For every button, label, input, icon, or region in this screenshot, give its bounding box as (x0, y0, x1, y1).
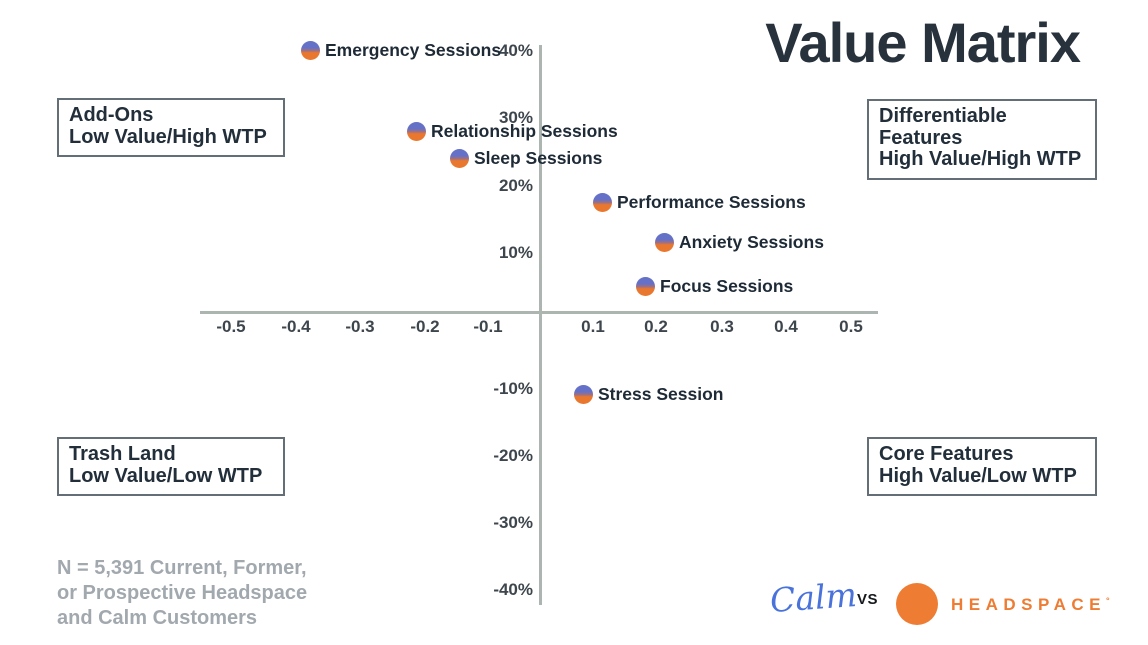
quadrant-line: Low Value/High WTP (69, 125, 267, 148)
x-tick-label: 0.5 (839, 317, 863, 336)
x-tick-label: 0.3 (710, 317, 734, 336)
quadrant-line: High Value/High WTP (879, 148, 1082, 170)
quadrant-label-add-ons: Add-Ons Low Value/High WTP (57, 98, 285, 157)
y-tick-label: -30% (493, 513, 533, 532)
quadrant-line: Trash Land (69, 443, 176, 465)
footnote-line: N = 5,391 Current, Former, (57, 557, 307, 579)
scatter-point-marker (636, 277, 655, 296)
quadrant-line: Core Features (879, 443, 1014, 465)
quadrant-line: Add-Ons (69, 104, 154, 126)
y-tick-label: -40% (493, 580, 533, 599)
scatter-point-marker (450, 149, 469, 168)
scatter-point-label: Stress Session (598, 384, 724, 404)
scatter-point-marker (655, 233, 674, 252)
quadrant-line: Features (879, 126, 963, 149)
scatter-point-label: Relationship Sessions (431, 121, 618, 141)
y-tick-label: 30% (498, 108, 533, 127)
quadrant-line: High Value/Low WTP (879, 464, 1077, 487)
y-axis-line (539, 45, 542, 605)
scatter-point-label: Anxiety Sessions (679, 232, 824, 252)
x-tick-label: 0.2 (644, 317, 668, 336)
y-tick-label: -10% (493, 379, 533, 398)
x-tick-label: -0.3 (345, 317, 375, 336)
x-tick-label: -0.2 (410, 317, 440, 336)
headspace-trademark: ° (1105, 595, 1116, 606)
x-tick-label: -0.1 (473, 317, 503, 336)
headspace-wordmark: HEADSPACE° (951, 595, 1115, 615)
y-tick-label: -20% (493, 446, 533, 465)
y-tick-label: 10% (498, 243, 533, 262)
x-tick-label: 0.4 (774, 317, 798, 336)
x-tick-label: -0.5 (216, 317, 246, 336)
headspace-wordmark-text: HEADSPACE (951, 595, 1106, 614)
scatter-point-label: Focus Sessions (660, 276, 794, 296)
y-tick-label: 20% (498, 176, 533, 195)
footnote-line: or Prospective Headspace (57, 582, 308, 604)
headspace-logo-icon (896, 583, 938, 625)
sample-size-note: N = 5,391 Current, Former, or Prospectiv… (57, 556, 307, 631)
vs-label: VS (857, 591, 879, 608)
calm-logo: Calm (768, 575, 859, 620)
scatter-point-marker (593, 193, 612, 212)
quadrant-label-core-features: Core Features High Value/Low WTP (867, 437, 1097, 496)
quadrant-label-trash-land: Trash Land Low Value/Low WTP (57, 437, 285, 496)
quadrant-label-differentiable-features: Differentiable Features High Value/High … (867, 99, 1097, 180)
scatter-point-label: Performance Sessions (617, 192, 806, 212)
scatter-point-label: Emergency Sessions (325, 40, 502, 60)
scatter-point-marker (407, 122, 426, 141)
y-tick-label: 40% (498, 41, 533, 60)
x-tick-label: -0.4 (281, 317, 311, 336)
page-title: Value Matrix (765, 11, 1081, 74)
scatter-point-marker (301, 41, 320, 60)
scatter-point-label: Sleep Sessions (474, 148, 603, 168)
quadrant-line: Differentiable (879, 105, 1007, 127)
quadrant-line: Low Value/Low WTP (69, 464, 263, 487)
x-tick-label: 0.1 (581, 317, 605, 336)
footnote-line: and Calm Customers (57, 607, 258, 629)
scatter-point-marker (574, 385, 593, 404)
